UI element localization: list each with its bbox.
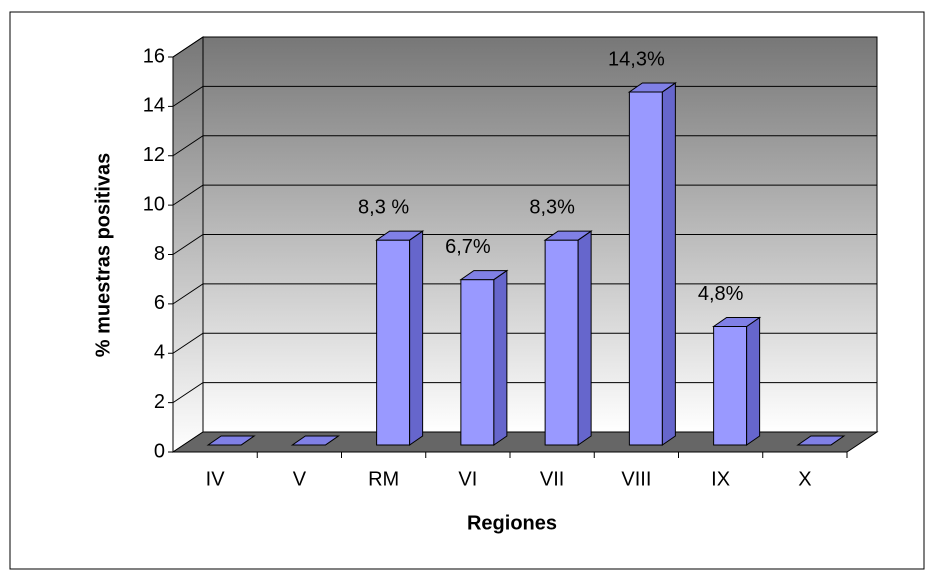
value-label: 8,3% [529, 196, 575, 218]
y-tick-label: 2 [154, 391, 165, 413]
x-tick-label: VI [458, 468, 477, 490]
bar-front [628, 91, 663, 446]
x-tick-label: VII [540, 468, 564, 490]
y-tick-label: 10 [143, 193, 165, 215]
bar-front [713, 326, 748, 446]
bar-front [544, 239, 579, 446]
bar-side [493, 269, 508, 446]
bar-front [376, 239, 411, 446]
x-tick-label: V [293, 468, 307, 490]
y-tick-label: 4 [154, 342, 165, 364]
grid-line [172, 36, 877, 58]
y-tick-label: 16 [143, 45, 165, 67]
x-tick-label: RM [368, 468, 399, 490]
y-tick-label: 0 [154, 440, 165, 462]
value-label: 6,7% [445, 236, 491, 258]
bar-top [712, 317, 762, 327]
bar [459, 269, 509, 446]
bar-top [375, 230, 425, 241]
x-tick-label: VIII [621, 468, 651, 490]
y-tick-label: 8 [154, 243, 165, 265]
value-label: 8,3 % [358, 196, 409, 218]
y-tick-label: 12 [143, 144, 165, 166]
bar [543, 230, 593, 446]
bar-side [409, 230, 424, 446]
x-tick-label: IX [711, 468, 730, 490]
bar [290, 435, 340, 446]
bar-side [577, 230, 592, 446]
y-tick-label: 6 [154, 292, 165, 314]
bar [375, 230, 425, 446]
bar-front [460, 279, 495, 446]
bar [712, 316, 762, 446]
bar-top [206, 435, 256, 446]
value-label: 4,8% [698, 283, 744, 305]
bar-side [661, 82, 676, 446]
bar-side [746, 316, 761, 446]
y-tick-label: 14 [143, 95, 165, 117]
bar [627, 82, 677, 446]
bar-top [290, 435, 340, 446]
x-tick-label: IV [206, 468, 226, 490]
floor [171, 431, 879, 453]
y-axis-label: % muestras positivas [92, 153, 114, 358]
bar-top [627, 82, 677, 93]
x-axis-label: Regiones [467, 512, 557, 534]
bar-top [796, 435, 846, 446]
bar [796, 435, 846, 446]
x-tick-label: X [798, 468, 811, 490]
bar-top [459, 270, 509, 281]
value-label: 14,3% [608, 48, 665, 70]
bar-top [543, 230, 593, 241]
bar [206, 435, 256, 446]
